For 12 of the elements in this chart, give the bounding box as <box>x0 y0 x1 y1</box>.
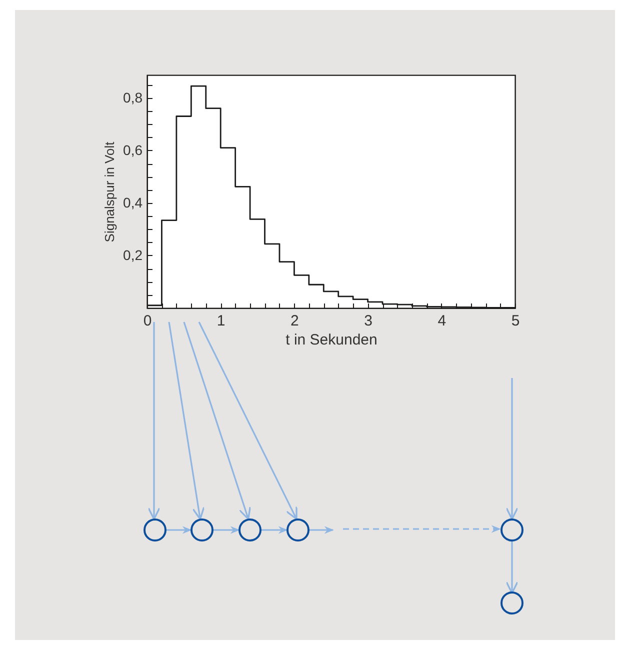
x-tick-label: 4 <box>438 312 446 330</box>
y-tick-label: 0,2 <box>123 246 143 263</box>
x-tick-label: 1 <box>216 312 226 330</box>
x-axis-title: t in Sekunden <box>286 332 378 348</box>
x-tick-label: 5 <box>511 312 520 330</box>
y-tick-label: 0,8 <box>123 89 143 106</box>
y-tick-label: 0,6 <box>123 142 143 158</box>
y-axis-title: Signalspur in Volt <box>102 141 118 242</box>
y-tick-label: 0,4 <box>123 194 143 210</box>
x-tick-label: 3 <box>364 312 372 330</box>
x-tick-label: 2 <box>290 312 299 330</box>
x-tick-label: 0 <box>143 312 152 330</box>
